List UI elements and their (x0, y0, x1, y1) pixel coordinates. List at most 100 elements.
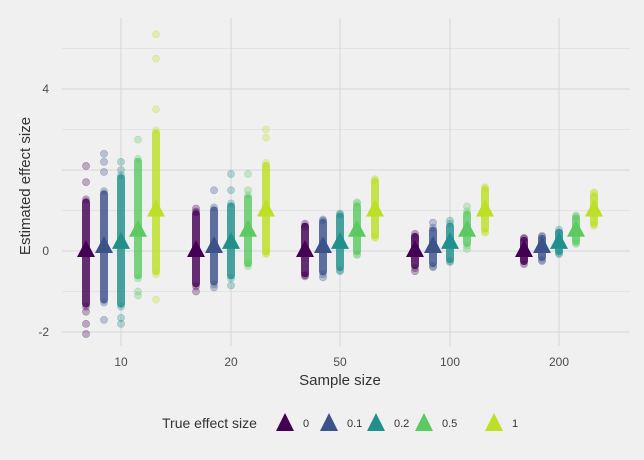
legend-key (367, 413, 385, 431)
estimate-point (371, 232, 379, 241)
estimate-point (134, 135, 142, 144)
estimate-point (100, 149, 108, 158)
estimate-point (100, 157, 108, 166)
estimate-point (192, 207, 200, 216)
estimate-point (82, 162, 90, 170)
estimate-point (82, 307, 90, 316)
y-axis-title: Estimated effect size (17, 117, 34, 255)
true-effect-marker (515, 240, 533, 257)
estimate-point (244, 259, 252, 268)
y-tick-label: -2 (38, 325, 49, 339)
estimate-point (590, 221, 598, 230)
estimate-point (538, 231, 546, 240)
estimate-point (336, 266, 344, 275)
estimate-point (520, 260, 528, 269)
true-effect-marker (441, 231, 459, 249)
estimate-point (520, 233, 528, 242)
true-effect-marker (257, 199, 275, 217)
estimate-point (82, 330, 90, 338)
estimate-point (134, 274, 142, 283)
legend-label: 0.1 (347, 418, 362, 430)
estimate-point (82, 319, 90, 328)
true-effect-marker (533, 235, 551, 253)
estimate-point (227, 274, 235, 283)
true-effect-marker (239, 219, 257, 237)
legend: True effect size 0 0.1 0.2 0.5 1 (162, 413, 518, 431)
estimate-point (117, 166, 125, 174)
estimate-point (82, 178, 90, 187)
estimate-point (192, 287, 200, 296)
estimate-point (429, 263, 437, 272)
estimate-point (481, 184, 489, 193)
true-effect-marker (205, 235, 223, 253)
x-tick-label: 10 (114, 355, 128, 369)
estimate-point (152, 295, 160, 304)
estimate-point (336, 267, 344, 276)
estimate-point (117, 157, 125, 166)
estimate-point (262, 133, 270, 142)
estimate-point (336, 210, 344, 219)
estimate-point (301, 271, 309, 280)
estimate-point (152, 126, 160, 135)
estimate-point (227, 186, 235, 195)
legend-key (276, 413, 294, 431)
true-effect-marker (366, 199, 384, 217)
estimate-point (152, 105, 160, 114)
true-effect-marker (458, 219, 476, 237)
estimate-point (117, 302, 125, 311)
estimate-point (429, 262, 437, 271)
estimate-point (446, 258, 454, 267)
estimate-point (371, 176, 379, 185)
estimate-point (227, 170, 235, 178)
estimate-point (244, 262, 252, 271)
estimate-point (590, 188, 598, 197)
estimate-point (319, 215, 327, 224)
y-tick-label: 4 (42, 82, 49, 96)
estimate-point (463, 202, 471, 211)
estimate-point (463, 245, 471, 253)
estimate-point (446, 257, 454, 266)
estimate-point (262, 249, 270, 257)
estimate-point (481, 228, 489, 237)
estimate-point (210, 283, 218, 292)
legend-key (485, 413, 503, 431)
estimate-point (538, 256, 546, 265)
estimate-point (152, 54, 160, 63)
estimate-point (134, 287, 142, 296)
estimate-point (411, 229, 419, 238)
legend-label: 0 (303, 418, 309, 430)
estimate-point (262, 158, 270, 167)
true-effect-marker (331, 231, 349, 249)
estimate-point (100, 298, 108, 307)
x-tick-label: 100 (440, 355, 460, 369)
estimate-point (572, 239, 580, 248)
estimate-point (538, 257, 546, 266)
true-effect-marker (585, 199, 603, 217)
true-effect-marker (147, 199, 165, 217)
true-effect-marker (424, 235, 442, 253)
estimate-point (152, 270, 160, 279)
estimate-point (134, 291, 142, 300)
estimate-point (319, 216, 327, 225)
estimate-point (192, 282, 200, 291)
estimate-point (210, 203, 218, 212)
estimate-point (429, 223, 437, 232)
true-effect-marker (95, 235, 113, 253)
legend-title: True effect size (162, 415, 257, 431)
x-tick-label: 50 (333, 355, 347, 369)
estimate-point (100, 168, 108, 176)
estimate-point (555, 225, 563, 234)
estimate-point (411, 264, 419, 273)
true-effect-marker (476, 199, 494, 217)
y-tick-label: 0 (42, 244, 49, 258)
estimate-point (353, 198, 361, 207)
estimate-point (353, 251, 361, 259)
estimate-point (353, 250, 361, 258)
true-effect-marker (296, 240, 314, 257)
legend-label: 1 (512, 418, 518, 430)
true-effect-marker (406, 240, 424, 257)
true-effect-marker (187, 240, 205, 257)
estimate-point (319, 273, 327, 282)
estimate-point (210, 280, 218, 289)
